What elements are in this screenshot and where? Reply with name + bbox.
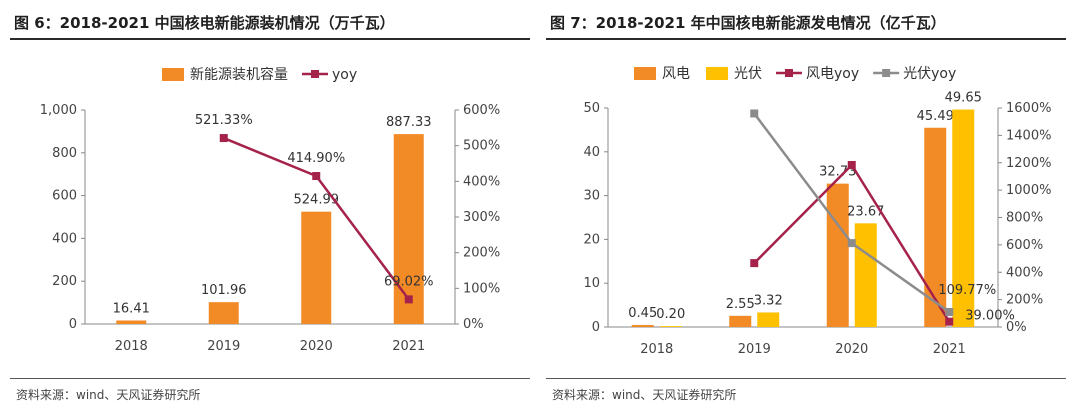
bar-新能源装机容量-2019 xyxy=(208,302,239,324)
y-tick-label: 600 xyxy=(52,189,77,204)
chart-panel-generation: 图 7：2018-2021 年中国核电新能源发电情况（亿千瓦） 0 10 20 30 4… xyxy=(546,0,1074,413)
y2-tick-label: 400% xyxy=(463,174,500,189)
bar-data-label: 2.55 xyxy=(726,297,755,312)
bar-data-label: 45.49 xyxy=(917,109,954,124)
source-rule xyxy=(10,378,530,379)
bar-data-label: 524.99 xyxy=(294,193,340,208)
bar-新能源装机容量-2018 xyxy=(116,320,147,324)
line-point-风电yoy-2021 xyxy=(945,317,954,326)
y2-tick-label: 1600% xyxy=(1006,101,1051,116)
bar-data-label: 49.65 xyxy=(945,91,982,106)
legend-marker-yoy xyxy=(311,70,319,78)
legend-label: 风电 xyxy=(662,66,690,82)
legend-label: 新能源装机容量 xyxy=(190,66,288,83)
y2-tick-label: 200% xyxy=(463,246,500,261)
y-tick-label: 20 xyxy=(583,232,600,247)
line-point-光伏yoy-2019 xyxy=(750,109,759,118)
bar-风电-2020 xyxy=(826,183,849,327)
line-point-风电yoy-2020 xyxy=(847,161,856,170)
bar-光伏-2018 xyxy=(659,326,682,327)
y2-tick-label: 500% xyxy=(463,139,500,154)
line-data-label: 39.00% xyxy=(965,309,1015,324)
source-note: 资料来源：wind、天风证券研究所 xyxy=(552,388,737,402)
line-data-label: 109.77% xyxy=(938,283,996,298)
bar-光伏-2020 xyxy=(854,223,877,327)
bar-新能源装机容量-2020 xyxy=(301,211,332,324)
line-data-label: 69.02% xyxy=(384,274,434,289)
line-point-yoy-2021 xyxy=(404,295,413,304)
chart-title: 图 6：2018-2021 中国核电新能源装机情况（万千瓦） xyxy=(14,14,395,32)
y-tick-label: 0 xyxy=(592,320,600,335)
bar-风电-2019 xyxy=(729,315,752,327)
line-point-yoy-2020 xyxy=(312,172,321,181)
bar-data-label: 23.67 xyxy=(847,204,884,219)
chart-title: 图 7：2018-2021 年中国核电新能源发电情况（亿千瓦） xyxy=(550,14,946,32)
x-tick-label: 2020 xyxy=(300,339,333,354)
chart-installed-capacity: 0 200 400 600 800 1,000 0% 100% 200% 300% 400% 500%… xyxy=(40,66,500,354)
y-tick-label: 40 xyxy=(583,145,600,160)
y2-tick-label: 400% xyxy=(1006,265,1043,280)
x-tick-label: 2019 xyxy=(207,339,240,354)
y2-tick-label: 600% xyxy=(463,103,500,118)
bar-新能源装机容量-2021 xyxy=(393,134,424,324)
y-tick-label: 10 xyxy=(583,276,600,291)
bar-data-label: 3.32 xyxy=(754,293,783,308)
legend-swatch-光伏 xyxy=(706,67,728,80)
bar-风电-2018 xyxy=(631,325,654,327)
y2-tick-label: 0% xyxy=(463,317,484,332)
y2-tick-label: 1400% xyxy=(1006,128,1051,143)
y-tick-label: 0 xyxy=(69,317,77,332)
bar-data-label: 0.20 xyxy=(656,307,685,322)
y-tick-label: 30 xyxy=(583,189,600,204)
y2-tick-label: 0% xyxy=(1006,320,1027,335)
line-point-风电yoy-2019 xyxy=(750,259,759,268)
y2-tick-label: 1200% xyxy=(1006,156,1051,171)
bar-光伏-2021 xyxy=(952,109,975,328)
line-data-label: 521.33% xyxy=(195,113,253,128)
y2-tick-label: 1000% xyxy=(1006,183,1051,198)
y2-tick-label: 800% xyxy=(1006,211,1043,226)
bar-data-label: 16.41 xyxy=(113,301,150,316)
bar-风电-2021 xyxy=(924,127,947,327)
y-tick-label: 400 xyxy=(52,231,77,246)
bar-data-label: 887.33 xyxy=(386,115,432,130)
line-point-光伏yoy-2020 xyxy=(847,239,856,248)
legend-label: yoy xyxy=(332,67,357,83)
source-rule xyxy=(546,378,1066,379)
y2-tick-label: 300% xyxy=(463,210,500,225)
legend-swatch-新能源装机容量 xyxy=(162,68,184,81)
x-tick-label: 2018 xyxy=(640,342,673,357)
x-tick-label: 2021 xyxy=(392,339,425,354)
x-tick-label: 2021 xyxy=(933,342,966,357)
title-rule xyxy=(10,38,530,40)
bar-光伏-2019 xyxy=(757,312,780,327)
y2-tick-label: 100% xyxy=(463,281,500,296)
y-tick-label: 200 xyxy=(52,274,77,289)
legend-label: 光伏yoy xyxy=(903,66,956,82)
x-tick-label: 2020 xyxy=(835,342,868,357)
x-tick-label: 2019 xyxy=(738,342,771,357)
y2-tick-label: 600% xyxy=(1006,238,1043,253)
y-tick-label: 1,000 xyxy=(40,103,77,118)
chart-generation: 0 10 20 30 40 50 0% 200% 400% 600% 800% 1000% 1200% 1… xyxy=(583,66,1051,357)
legend-label: 风电yoy xyxy=(806,66,859,82)
line-point-光伏yoy-2021 xyxy=(945,307,954,316)
legend-marker-风电yoy xyxy=(785,69,793,77)
legend-label: 光伏 xyxy=(734,66,762,82)
y-tick-label: 800 xyxy=(52,146,77,161)
x-tick-label: 2018 xyxy=(115,339,148,354)
legend-marker-光伏yoy xyxy=(882,69,891,77)
line-data-label: 414.90% xyxy=(287,151,345,166)
title-rule xyxy=(546,38,1066,40)
source-note: 资料来源：wind、天风证券研究所 xyxy=(16,388,201,402)
bar-data-label: 101.96 xyxy=(201,283,247,298)
y-tick-label: 50 xyxy=(583,101,600,116)
chart-panel-installed-capacity: 图 6：2018-2021 中国核电新能源装机情况（万千瓦） 0 200 400 60… xyxy=(10,0,538,413)
bar-data-label: 0.45 xyxy=(628,306,657,321)
y2-tick-label: 200% xyxy=(1006,293,1043,308)
line-point-yoy-2019 xyxy=(219,134,228,143)
legend-swatch-风电 xyxy=(634,67,656,80)
